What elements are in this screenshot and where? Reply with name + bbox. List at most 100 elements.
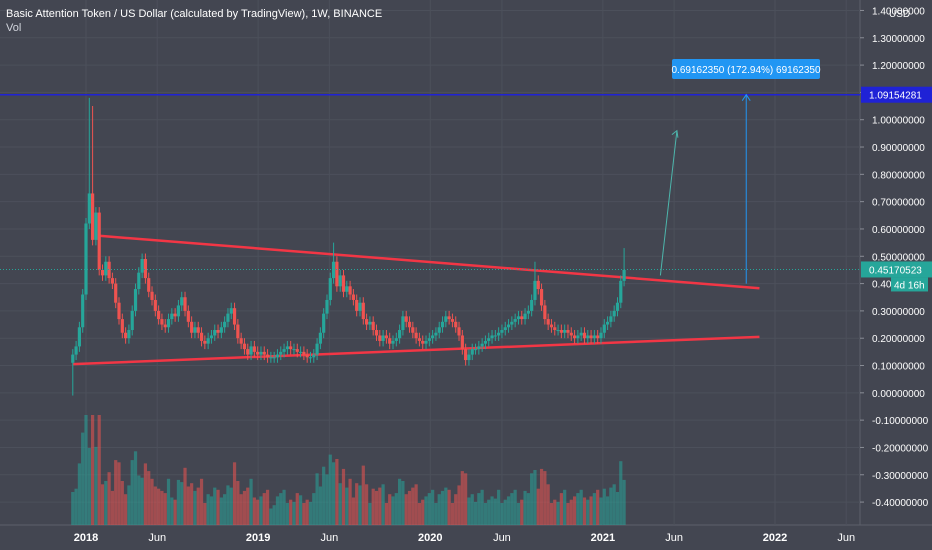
triangle-trendline[interactable] (72, 335, 760, 366)
volume-bar (325, 474, 329, 525)
candle-body (91, 193, 95, 240)
volume-bar (388, 494, 392, 525)
volume-bar (331, 462, 336, 525)
candle-body (615, 302, 620, 311)
price-tick-label: -0.10000000 (872, 416, 929, 427)
time-axis[interactable]: 2018 Jun 2019 Jun 2020 Jun 2021 Jun 2022 Jun (74, 532, 855, 544)
time-tick-label: Jun (493, 532, 511, 544)
volume-bar (460, 471, 464, 525)
price-axis[interactable]: USD 1.400000001.300000001.200000001.1000… (860, 6, 929, 509)
candle-body (176, 305, 181, 317)
volume-bar (183, 467, 187, 525)
candle-body (371, 321, 375, 331)
candle-body (157, 310, 161, 320)
volume-bar (216, 489, 220, 525)
volume-bar (338, 483, 342, 525)
triangle-trendline[interactable] (99, 234, 760, 290)
volume-bar (259, 496, 263, 525)
candle-body (338, 275, 342, 287)
candle-body (619, 280, 623, 303)
candle-body (417, 338, 422, 341)
candle-body (219, 327, 223, 333)
time-tick-label: Jun (320, 532, 338, 544)
volume-bar (285, 503, 289, 525)
volume-bar (596, 489, 600, 525)
volume-bar (71, 492, 75, 525)
candle-body (473, 349, 478, 351)
volume-bar (180, 482, 184, 525)
symbol-title: Basic Attention Token / US Dollar (calcu… (6, 8, 383, 20)
candle-body (94, 212, 98, 240)
candle-body (493, 335, 497, 337)
trendlines[interactable] (72, 234, 760, 366)
candle-body (605, 321, 610, 325)
volume-bar (427, 493, 431, 525)
candle-body (546, 319, 550, 325)
annotations[interactable]: 0.69162350 (172.94%) 69162350 (0, 59, 860, 284)
volume-bar (351, 497, 355, 525)
candle-body (477, 346, 481, 350)
price-tick-label: 0.60000000 (872, 225, 925, 236)
price-labels: 1.09154281 0.45170523 4d 16h (861, 86, 932, 292)
volume-bar (378, 487, 382, 525)
volume-bar (127, 485, 131, 525)
volume-bar (84, 415, 88, 525)
volume-bar (582, 497, 587, 525)
candle-body (335, 261, 339, 287)
price-tick-label: 0.50000000 (872, 252, 925, 263)
time-tick-label: 2020 (418, 532, 442, 544)
volume-bar (341, 468, 346, 525)
volume-bar (166, 478, 171, 525)
candle-body (500, 330, 504, 333)
price-tick-label: 1.30000000 (872, 34, 925, 45)
volume-bar (371, 488, 375, 525)
candle-body (464, 349, 468, 361)
candle-body (434, 332, 438, 336)
volume-bar (157, 488, 161, 525)
volume-bar (384, 503, 389, 525)
volume-bar (619, 461, 623, 525)
candle-body (549, 324, 554, 328)
candle-body (133, 289, 138, 311)
volume-bar (104, 481, 108, 525)
volume-bar (612, 484, 616, 525)
candle-body (391, 340, 395, 344)
projection-arrowhead (671, 129, 679, 138)
candle-body (153, 299, 157, 311)
volume-bar (269, 508, 273, 525)
candle-body (374, 330, 379, 336)
candle-body (497, 332, 501, 336)
candle-body (308, 357, 313, 359)
volume-bar (219, 497, 223, 525)
projection-arrow[interactable] (659, 130, 678, 276)
time-tick-label: 2018 (74, 532, 98, 544)
candle-body (97, 212, 101, 270)
measure-arrowhead (741, 93, 751, 101)
candle-body (447, 316, 451, 320)
candle-body (398, 330, 402, 339)
volume-bar (444, 487, 448, 525)
candle-body (114, 283, 118, 303)
volume-bar (424, 496, 428, 525)
volume-bar (256, 499, 260, 525)
candle-body (457, 327, 461, 336)
volume-bar (137, 475, 141, 525)
volume-bar (559, 493, 563, 525)
volume-bar (506, 496, 511, 525)
candle-body (226, 313, 230, 322)
volume-bar (457, 485, 461, 525)
volume-bar (322, 466, 326, 525)
volume-bar (530, 473, 534, 525)
price-tick-label: 0.30000000 (872, 307, 925, 318)
candle-body (378, 335, 382, 341)
measure-label[interactable]: 0.69162350 (172.94%) 69162350 (671, 59, 821, 79)
candle-body (341, 275, 346, 292)
volume-bar (358, 485, 362, 525)
measure-label-text: 0.69162350 (172.94%) 69162350 (671, 65, 820, 76)
candle-body (272, 357, 276, 359)
volume-indicator-label[interactable]: Vol (6, 22, 22, 34)
volume-bar (242, 490, 247, 525)
volume-bar (289, 499, 293, 525)
